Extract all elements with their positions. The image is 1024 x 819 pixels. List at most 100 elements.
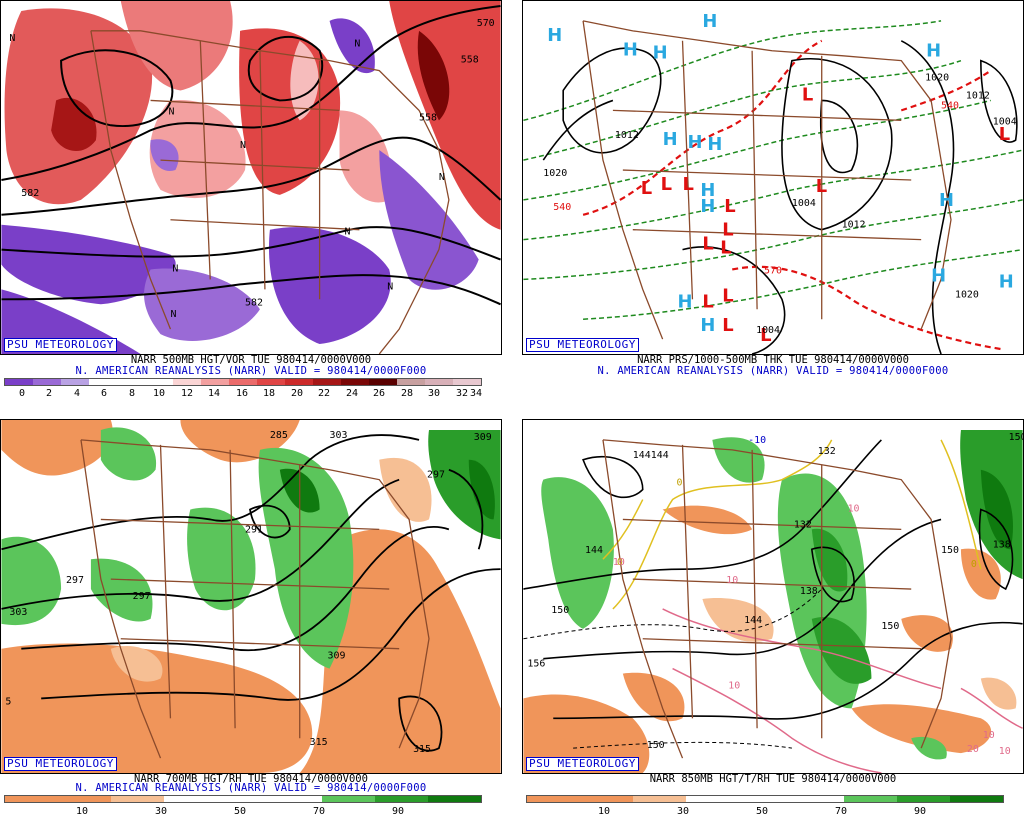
panel-caption: NARR PRS/1000-500MB THK TUE 980414/0000V… — [637, 354, 909, 366]
map-label: N — [354, 39, 360, 50]
map-label: N — [9, 33, 15, 44]
tick-label: 10 — [75, 806, 89, 817]
panel-valid-caption: N. AMERICAN REANALYSIS (NARR) VALID = 98… — [75, 782, 427, 794]
map-label: 10 — [999, 746, 1011, 757]
svg-text:L: L — [683, 174, 694, 195]
tick-label: 16 — [235, 388, 249, 399]
panel-850mb-temp-rh: 144144 144 150 156 150 -10 132 132 138 1… — [522, 419, 1024, 819]
vorticity-tick-labels: 0 2 4 6 8 10 12 14 16 18 20 22 24 26 28 … — [4, 388, 482, 400]
map-label: 150 — [881, 621, 899, 632]
map-label: 558 — [461, 55, 479, 66]
map-label: 150 — [551, 605, 569, 616]
map-label: 156 — [527, 659, 545, 670]
tick-label: 50 — [233, 806, 247, 817]
tick-label: 90 — [913, 806, 927, 817]
panel-pressure-thickness: H H H H H H H H H H H H H H H L L L L L … — [522, 0, 1024, 400]
map-label: 144 — [585, 545, 603, 556]
map-label: 582 — [245, 297, 263, 308]
svg-text:H: H — [687, 132, 702, 153]
svg-text:L: L — [702, 234, 713, 255]
svg-text:H: H — [702, 11, 717, 32]
map-label: 5 — [5, 696, 11, 707]
map-label: 1004 — [993, 116, 1017, 127]
svg-text:L: L — [760, 325, 771, 346]
map-label: N — [172, 263, 178, 274]
map-500mb-vorticity: N N N N N N N N N 570 558 582 558 582 — [0, 0, 502, 355]
tick-label: 30 — [676, 806, 690, 817]
map-label: N — [344, 227, 350, 238]
tick-label: 0 — [18, 388, 26, 399]
tick-label: 10 — [597, 806, 611, 817]
svg-text:L: L — [661, 174, 672, 195]
map-label: 10 — [726, 575, 738, 586]
map-label: N — [387, 281, 393, 292]
map-label: 582 — [21, 188, 39, 199]
map-pressure-thickness: H H H H H H H H H H H H H H H L L L L L … — [522, 0, 1024, 355]
map-label: N — [168, 106, 174, 117]
svg-text:H: H — [678, 291, 693, 312]
svg-text:L: L — [641, 178, 652, 199]
svg-text:H: H — [931, 265, 946, 286]
panel-caption: NARR 850MB HGT/T/RH TUE 980414/0000V000 — [649, 773, 897, 785]
svg-text:L: L — [702, 291, 713, 312]
tick-label: 28 — [400, 388, 414, 399]
map-label: 1020 — [955, 289, 979, 300]
map-label: 132 — [794, 519, 812, 530]
map-label: N — [240, 140, 246, 151]
map-label: 285 — [270, 430, 288, 441]
tick-label: 24 — [345, 388, 359, 399]
map-label: 1020 — [543, 168, 567, 179]
map-850mb-temp-rh: 144144 144 150 156 150 -10 132 132 138 1… — [522, 419, 1024, 774]
rh-tick-labels: 10 30 50 70 90 — [4, 806, 482, 818]
svg-text:L: L — [724, 196, 735, 217]
svg-text:L: L — [722, 315, 733, 336]
tick-label: 70 — [834, 806, 848, 817]
tick-label: 30 — [427, 388, 441, 399]
map-label: 1004 — [792, 198, 816, 209]
map-label: 144 — [744, 615, 762, 626]
tick-label: 26 — [372, 388, 386, 399]
map-label: 1004 — [756, 325, 780, 336]
svg-text:L: L — [722, 285, 733, 306]
psu-meteorology-tag: PSU METEOROLOGY — [526, 757, 639, 771]
svg-text:H: H — [663, 129, 678, 150]
psu-meteorology-tag: PSU METEOROLOGY — [4, 338, 117, 352]
svg-text:L: L — [720, 238, 731, 259]
rh-tick-labels: 10 30 50 70 90 — [526, 806, 1004, 818]
svg-text:H: H — [939, 190, 954, 211]
map-label: 20 — [967, 744, 979, 755]
map-label: 10 — [613, 557, 625, 568]
map-label: 144144 — [633, 450, 669, 461]
map-label: 10 — [983, 730, 995, 741]
svg-text:H: H — [926, 41, 941, 62]
tick-label: 10 — [152, 388, 166, 399]
tick-label: 90 — [391, 806, 405, 817]
map-label: 540 — [553, 202, 571, 213]
map-label: 570 — [477, 18, 495, 29]
map-label: 303 — [330, 430, 348, 441]
tick-label: 20 — [290, 388, 304, 399]
map-label: -10 — [748, 435, 766, 446]
svg-text:L: L — [802, 84, 813, 105]
tick-label: 22 — [317, 388, 331, 399]
map-label: 309 — [328, 651, 346, 662]
map-label: 150 — [941, 545, 959, 556]
map-label: 540 — [941, 100, 959, 111]
panel-caption: NARR 500MB HGT/VOR TUE 980414/0000V000 — [130, 354, 372, 366]
svg-text:L: L — [999, 124, 1010, 145]
tick-label: 50 — [755, 806, 769, 817]
map-label: 570 — [764, 265, 782, 276]
tick-label: 6 — [100, 388, 108, 399]
svg-text:H: H — [700, 196, 715, 217]
tick-label: 32 — [455, 388, 469, 399]
map-label: 315 — [413, 744, 431, 755]
map-label: 291 — [245, 524, 263, 535]
psu-meteorology-tag: PSU METEOROLOGY — [526, 338, 639, 352]
map-label: 138 — [800, 586, 818, 597]
svg-text:H: H — [653, 43, 668, 64]
svg-text:H: H — [707, 134, 722, 155]
svg-text:H: H — [700, 315, 715, 336]
map-label: 0 — [617, 557, 623, 568]
map-label: 297 — [427, 470, 445, 481]
svg-text:L: L — [722, 220, 733, 241]
